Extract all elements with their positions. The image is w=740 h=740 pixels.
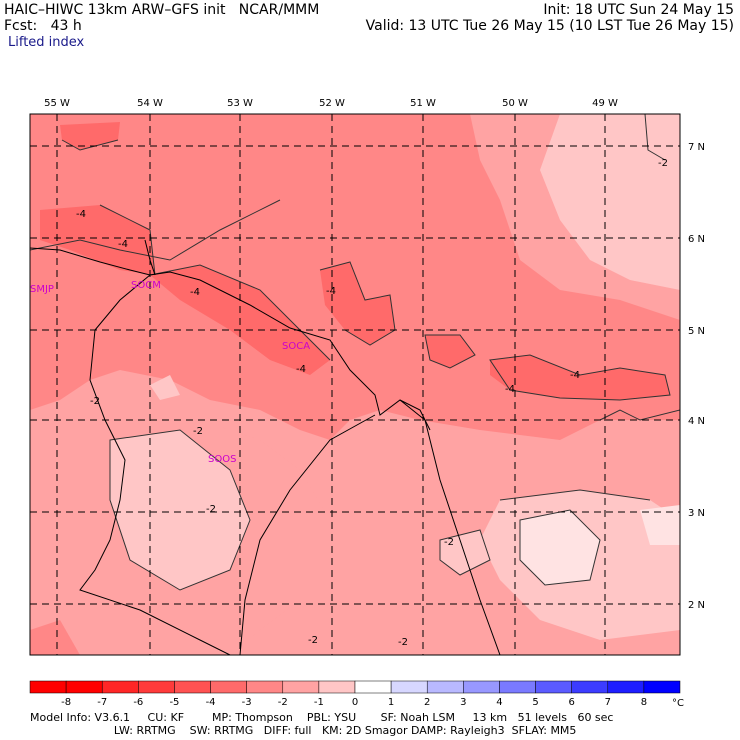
colorbar-tick-label: -3 (242, 697, 252, 708)
colorbar-tick-label: 7 (605, 697, 611, 708)
contour-label: -2 (398, 637, 408, 648)
contour-label: -2 (90, 396, 100, 407)
colorbar-swatch (463, 680, 500, 694)
contour-label: -4 (326, 286, 336, 297)
colorbar-swatch (282, 680, 320, 694)
lat-lon-grid (30, 114, 680, 655)
contour-label: -2 (444, 537, 454, 548)
colorbar: -8 -7 -6 -5 -4 -3 -2 -1 0 1 2 3 4 5 6 7 8 (29, 680, 681, 708)
colorbar-tick-label: 0 (352, 697, 358, 708)
lat-label: 2 N (688, 600, 705, 611)
station-labels: SMJP SOCM SOCA SOOS (30, 280, 310, 465)
colorbar-tick-label: 2 (424, 697, 430, 708)
colorbar-tick-label: 3 (460, 697, 466, 708)
map-frame (29, 113, 681, 656)
lon-label: 50 W (502, 98, 528, 109)
lon-label: 55 W (44, 98, 70, 109)
contour-label: -2 (658, 158, 668, 169)
lon-label: 54 W (137, 98, 163, 109)
colorbar-tick-label: -8 (61, 697, 71, 708)
field-name: Lifted index (8, 35, 85, 50)
colorbar-swatch (138, 680, 175, 694)
model-info-line-2: LW: RRTMG SW: RRTMG DIFF: full KM: 2D Sm… (30, 724, 577, 737)
colorbar-tick-label: -4 (206, 697, 216, 708)
colorbar-tick-label: -2 (278, 697, 288, 708)
lon-label: 52 W (319, 98, 345, 109)
colorbar-swatch (29, 680, 67, 694)
init-time: Init: 18 UTC Sun 24 May 15 (543, 2, 734, 18)
station-soos: SOOS (208, 454, 236, 465)
contour-label: -4 (505, 384, 515, 395)
colorbar-tick-label: -6 (133, 697, 143, 708)
contour-label: -4 (118, 239, 128, 250)
colorbar-swatch (101, 680, 139, 694)
lat-label: 4 N (688, 416, 705, 427)
colorbar-swatch (390, 680, 428, 694)
shaded-field (30, 114, 680, 655)
contour-label: -4 (296, 364, 306, 375)
contour-label: -2 (308, 635, 318, 646)
colorbar-swatch (65, 680, 103, 694)
colorbar-swatch (246, 680, 284, 694)
lon-label: 51 W (410, 98, 436, 109)
colorbar-tick-label: -1 (314, 697, 324, 708)
colorbar-swatch (643, 680, 681, 694)
contour-value-labels: -4 -4 -4 -4 -4 -4 -4 -2 -2 -2 -2 -2 -2 -… (76, 158, 668, 648)
colorbar-tick-label: 1 (388, 697, 394, 708)
forecast-hour: Fcst: 43 h (4, 18, 82, 34)
station-soca: SOCA (282, 341, 310, 352)
latitude-labels: 7 N 6 N 5 N 4 N 3 N 2 N (688, 142, 705, 611)
lon-label: 53 W (227, 98, 253, 109)
colorbar-tick-label: -7 (97, 697, 107, 708)
colorbar-swatch (535, 680, 572, 694)
colorbar-tick-label: 4 (496, 697, 502, 708)
contour-label: -4 (570, 370, 580, 381)
colorbar-swatch (174, 680, 211, 694)
contour-lines (30, 114, 680, 591)
lat-label: 3 N (688, 508, 705, 519)
contour-label: -4 (190, 287, 200, 298)
colorbar-swatch (499, 680, 536, 694)
station-smjp: SMJP (30, 284, 54, 295)
lat-label: 5 N (688, 326, 705, 337)
lat-label: 7 N (688, 142, 705, 153)
colorbar-tick-label: 6 (568, 697, 574, 708)
lon-label: 49 W (592, 98, 618, 109)
colorbar-tick-label: -5 (169, 697, 179, 708)
contour-label: -2 (206, 504, 216, 515)
colorbar-tick-label: 5 (532, 697, 538, 708)
station-socm: SOCM (131, 280, 161, 291)
colorbar-swatch (318, 680, 356, 694)
colorbar-tick-label: 8 (641, 697, 647, 708)
valid-time: Valid: 13 UTC Tue 26 May 15 (10 LST Tue … (365, 18, 734, 34)
model-info-line-1: Model Info: V3.6.1 CU: KF MP: Thompson P… (30, 711, 614, 724)
model-title: HAIC–HIWC 13km ARW–GFS init NCAR/MMM (4, 2, 320, 18)
longitude-labels: 55 W 54 W 53 W 52 W 51 W 50 W 49 W (44, 98, 618, 109)
colorbar-swatch (426, 680, 464, 694)
colorbar-swatch (210, 680, 247, 694)
contour-label: -4 (76, 209, 86, 220)
colorbar-swatch (571, 680, 609, 694)
lat-label: 6 N (688, 234, 705, 245)
colorbar-unit: °C (672, 698, 684, 709)
contour-label: -2 (193, 426, 203, 437)
colorbar-swatch (607, 680, 645, 694)
colorbar-swatch (354, 680, 392, 694)
